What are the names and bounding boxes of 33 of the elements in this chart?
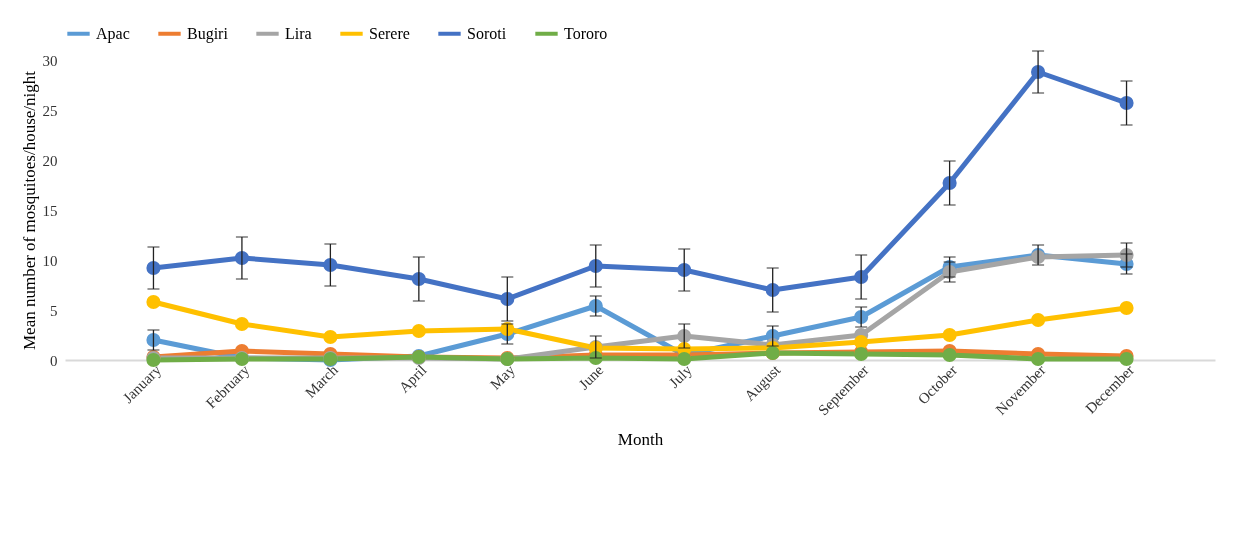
- y-tick-label: 15: [42, 202, 58, 219]
- legend-label: Bugiri: [187, 24, 229, 43]
- point: [677, 262, 692, 278]
- point: [942, 327, 957, 343]
- y-tick-label: 20: [42, 152, 58, 169]
- x-tick-label: June: [575, 361, 607, 393]
- point: [234, 316, 249, 332]
- point: [500, 291, 515, 307]
- x-tick-label: July: [665, 361, 696, 391]
- point: [1031, 351, 1046, 367]
- point: [677, 351, 692, 367]
- point: [1031, 312, 1046, 328]
- legend-label: Apac: [96, 24, 130, 43]
- x-tick-label: May: [487, 361, 519, 393]
- y-tick-label: 10: [42, 252, 58, 269]
- point: [854, 334, 869, 350]
- point: [942, 347, 957, 363]
- point: [411, 271, 426, 287]
- y-tick-label: 5: [50, 302, 58, 319]
- y-tick-label: 30: [42, 52, 58, 69]
- legend-label: Tororo: [564, 24, 608, 42]
- point: [146, 294, 161, 310]
- point: [1119, 300, 1134, 316]
- y-axis-title: Mean number of mosquitoes/house/night: [19, 70, 39, 351]
- x-axis-title: Month: [617, 430, 664, 450]
- point: [588, 258, 603, 274]
- point: [323, 329, 338, 345]
- legend-label: Lira: [285, 24, 312, 42]
- point: [411, 323, 426, 339]
- y-tick-label: 25: [42, 102, 58, 119]
- y-tick-label: 0: [50, 352, 58, 369]
- legend-label: Serere: [369, 24, 410, 42]
- legend-label: Soroti: [467, 24, 507, 42]
